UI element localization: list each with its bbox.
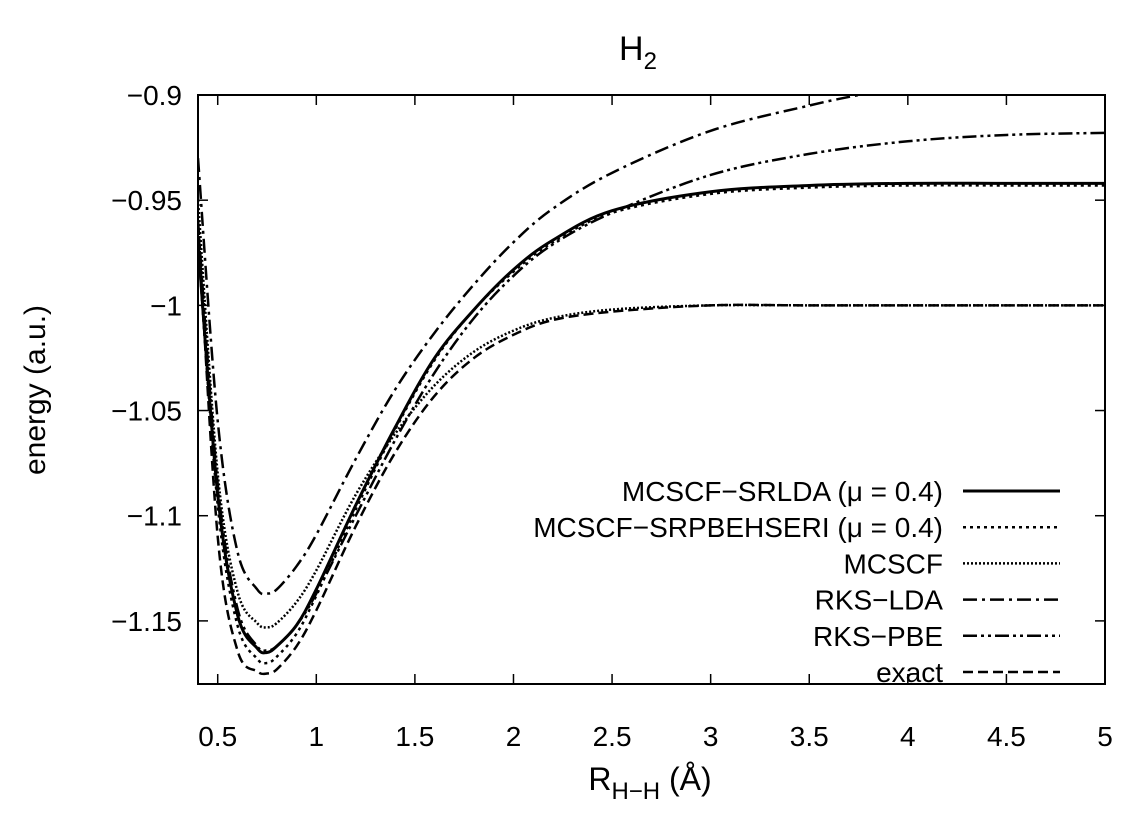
series-line [198,131,1105,653]
chart-title-main: H [619,30,644,68]
y-tick-label: −1.15 [111,606,182,637]
plot-lines [198,95,1105,676]
y-tick-label: −1.05 [111,396,182,427]
legend: MCSCF−SRLDA (μ = 0.4) MCSCF−SRPBEHSERI (μ… [533,476,1060,688]
x-axis-label-unit: (Å) [660,761,712,797]
legend-label: RKS−PBE [813,621,943,652]
y-tick-label: −1.1 [127,501,182,532]
x-axis-label-main: R [588,761,611,797]
x-tick-label: 5 [1097,721,1113,752]
x-axis-label: RH−H (Å) [588,761,711,805]
x-tick-label: 3 [703,721,719,752]
series-line [198,181,1105,655]
x-tick-label: 2 [506,721,522,752]
axis-ticks: 0.5 1 1.5 2 2.5 3 3.5 4 4.5 5 −0.9 −0.95 −1 −1.05 −1.1… [111,80,1113,752]
legend-label: MCSCF−SRLDA (μ = 0.4) [622,476,943,507]
x-tick-label: 1.5 [395,721,434,752]
x-tick-label: 2.5 [593,721,632,752]
chart-title: H2 [619,30,657,75]
x-tick-label: 0.5 [198,721,237,752]
x-tick-label: 1 [309,721,325,752]
x-tick-label: 4 [900,721,916,752]
x-tick-label: 4.5 [987,721,1026,752]
legend-label: exact [876,657,943,688]
plot-frame [197,94,1106,685]
y-tick-label: −1 [150,290,182,321]
y-tick-label: −0.95 [111,185,182,216]
y-axis-label: energy (a.u.) [19,305,52,475]
legend-label: RKS−LDA [815,585,944,616]
series-line [198,95,859,596]
chart-title-subscript: 2 [644,48,657,75]
legend-label: MCSCF [843,548,943,579]
y-tick-label: −0.9 [127,80,182,111]
series-line [198,184,1105,665]
x-axis-label-subscript: H−H [611,778,660,805]
series-line [198,221,1105,676]
legend-label: MCSCF−SRPBEHSERI (μ = 0.4) [533,512,943,543]
x-tick-label: 3.5 [790,721,829,752]
